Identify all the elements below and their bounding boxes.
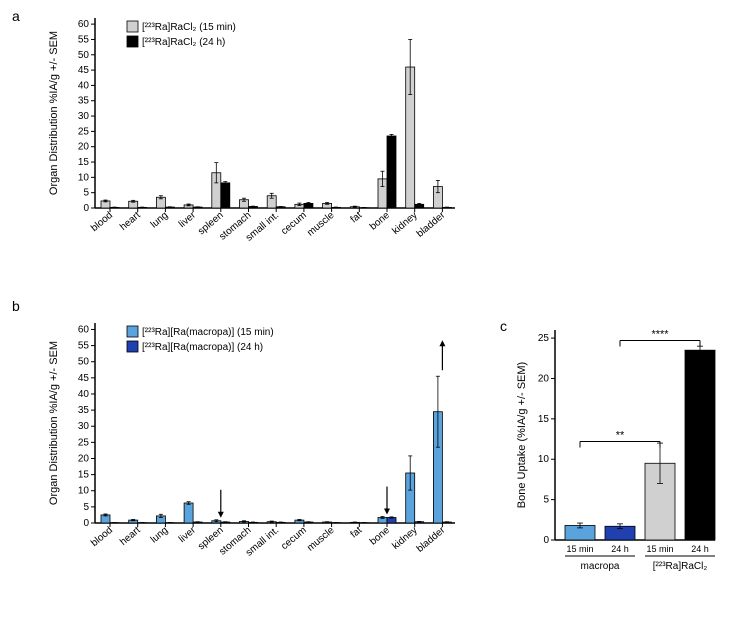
svg-text:60: 60 [78, 19, 90, 30]
svg-text:15: 15 [78, 470, 90, 481]
svg-text:45: 45 [78, 65, 90, 76]
chart-a: 0 5 10 15 20 25 30 35 40 45 50 55 60 Organ Distributi… [25, 8, 465, 273]
svg-text:10: 10 [78, 172, 90, 183]
svg-text:25: 25 [538, 333, 550, 344]
svg-text:50: 50 [78, 50, 90, 61]
svg-text:lung: lung [149, 525, 171, 546]
svg-text:40: 40 [78, 389, 90, 400]
panel-a-label: a [12, 8, 20, 24]
svg-text:liver: liver [177, 524, 199, 545]
svg-text:20: 20 [78, 142, 90, 153]
svg-text:macropa: macropa [581, 561, 620, 572]
svg-text:30: 30 [78, 111, 90, 122]
svg-text:**: ** [616, 429, 625, 441]
svg-text:[²²³Ra]RaCl₂ (15 min): [²²³Ra]RaCl₂ (15 min) [142, 22, 236, 33]
svg-text:5: 5 [83, 188, 89, 199]
svg-text:Organ Distribution %IA/g +/- S: Organ Distribution %IA/g +/- SEM [48, 31, 60, 195]
svg-text:[²²³Ra]RaCl₂ (24 h): [²²³Ra]RaCl₂ (24 h) [142, 37, 225, 48]
svg-text:fat: fat [349, 210, 365, 226]
svg-text:24 h: 24 h [611, 544, 629, 554]
chart-c: 0 5 10 15 20 25 Bone Uptake (%IA/g +/- SEM) 15 … [505, 320, 725, 600]
svg-text:Bone Uptake (%IA/g +/- SEM): Bone Uptake (%IA/g +/- SEM) [516, 362, 528, 508]
svg-text:bone: bone [368, 210, 392, 233]
svg-text:60: 60 [78, 324, 90, 335]
svg-text:bladder: bladder [415, 524, 448, 554]
svg-text:0: 0 [83, 203, 89, 214]
svg-text:24 h: 24 h [691, 544, 709, 554]
chart-b: 0 5 10 15 20 25 30 35 40 45 50 55 60 Organ Distributi… [25, 293, 465, 593]
svg-text:55: 55 [78, 34, 90, 45]
svg-text:35: 35 [78, 96, 90, 107]
svg-text:fat: fat [349, 525, 365, 541]
svg-text:50: 50 [78, 357, 90, 368]
svg-text:55: 55 [78, 341, 90, 352]
svg-text:0: 0 [543, 535, 549, 546]
svg-text:20: 20 [538, 373, 550, 384]
svg-text:15: 15 [78, 157, 90, 168]
svg-text:blood: blood [89, 525, 115, 549]
svg-text:bladder: bladder [415, 209, 448, 239]
svg-text:5: 5 [543, 495, 549, 506]
svg-text:[²²³Ra]RaCl₂: [²²³Ra]RaCl₂ [653, 561, 708, 572]
svg-text:30: 30 [78, 421, 90, 432]
svg-text:45: 45 [78, 373, 90, 384]
panel-b-label: b [12, 298, 20, 314]
svg-text:20: 20 [78, 453, 90, 464]
svg-text:0: 0 [83, 518, 89, 529]
svg-text:10: 10 [78, 486, 90, 497]
svg-text:[²²³Ra][Ra(macropa)] (15 min): [²²³Ra][Ra(macropa)] (15 min) [142, 327, 274, 338]
svg-text:muscle: muscle [305, 210, 337, 239]
svg-text:lung: lung [149, 210, 171, 231]
svg-text:cecum: cecum [279, 525, 309, 552]
svg-text:25: 25 [78, 437, 90, 448]
svg-text:heart: heart [118, 525, 143, 548]
svg-text:15 min: 15 min [566, 544, 593, 554]
svg-text:10: 10 [538, 454, 550, 465]
svg-text:heart: heart [118, 210, 143, 233]
svg-text:[²²³Ra][Ra(macropa)] (24 h): [²²³Ra][Ra(macropa)] (24 h) [142, 342, 263, 353]
svg-text:bone: bone [368, 525, 392, 548]
svg-text:15 min: 15 min [646, 544, 673, 554]
svg-text:muscle: muscle [305, 525, 337, 554]
svg-text:blood: blood [89, 210, 115, 234]
svg-text:35: 35 [78, 405, 90, 416]
svg-text:40: 40 [78, 80, 90, 91]
svg-text:Organ Distribution %IA/g +/- S: Organ Distribution %IA/g +/- SEM [48, 341, 60, 505]
svg-text:cecum: cecum [279, 210, 309, 237]
svg-text:liver: liver [177, 209, 199, 230]
svg-text:****: **** [651, 329, 669, 341]
svg-text:15: 15 [538, 414, 550, 425]
svg-text:25: 25 [78, 126, 90, 137]
svg-text:5: 5 [83, 502, 89, 513]
